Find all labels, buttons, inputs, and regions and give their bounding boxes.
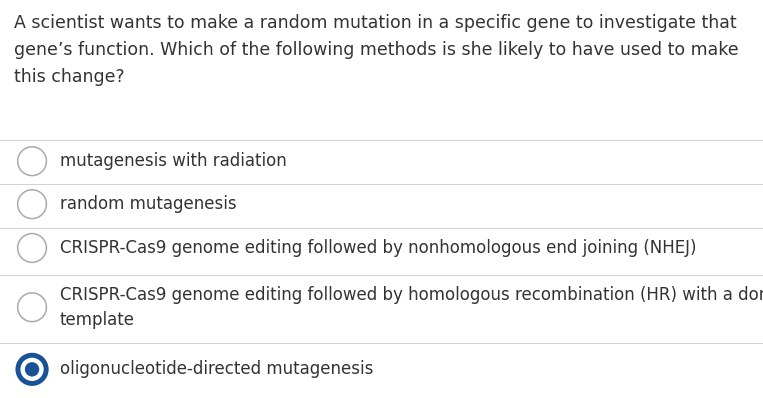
Text: oligonucleotide-directed mutagenesis: oligonucleotide-directed mutagenesis xyxy=(60,360,373,378)
Ellipse shape xyxy=(21,358,43,381)
Text: A scientist wants to make a random mutation in a specific gene to investigate th: A scientist wants to make a random mutat… xyxy=(14,14,739,86)
Ellipse shape xyxy=(15,353,49,386)
Text: mutagenesis with radiation: mutagenesis with radiation xyxy=(60,152,286,170)
Text: random mutagenesis: random mutagenesis xyxy=(60,195,236,213)
Ellipse shape xyxy=(25,362,39,377)
Text: CRISPR-Cas9 genome editing followed by homologous recombination (HR) with a dono: CRISPR-Cas9 genome editing followed by h… xyxy=(60,286,763,329)
Text: CRISPR-Cas9 genome editing followed by nonhomologous end joining (NHEJ): CRISPR-Cas9 genome editing followed by n… xyxy=(60,239,696,257)
